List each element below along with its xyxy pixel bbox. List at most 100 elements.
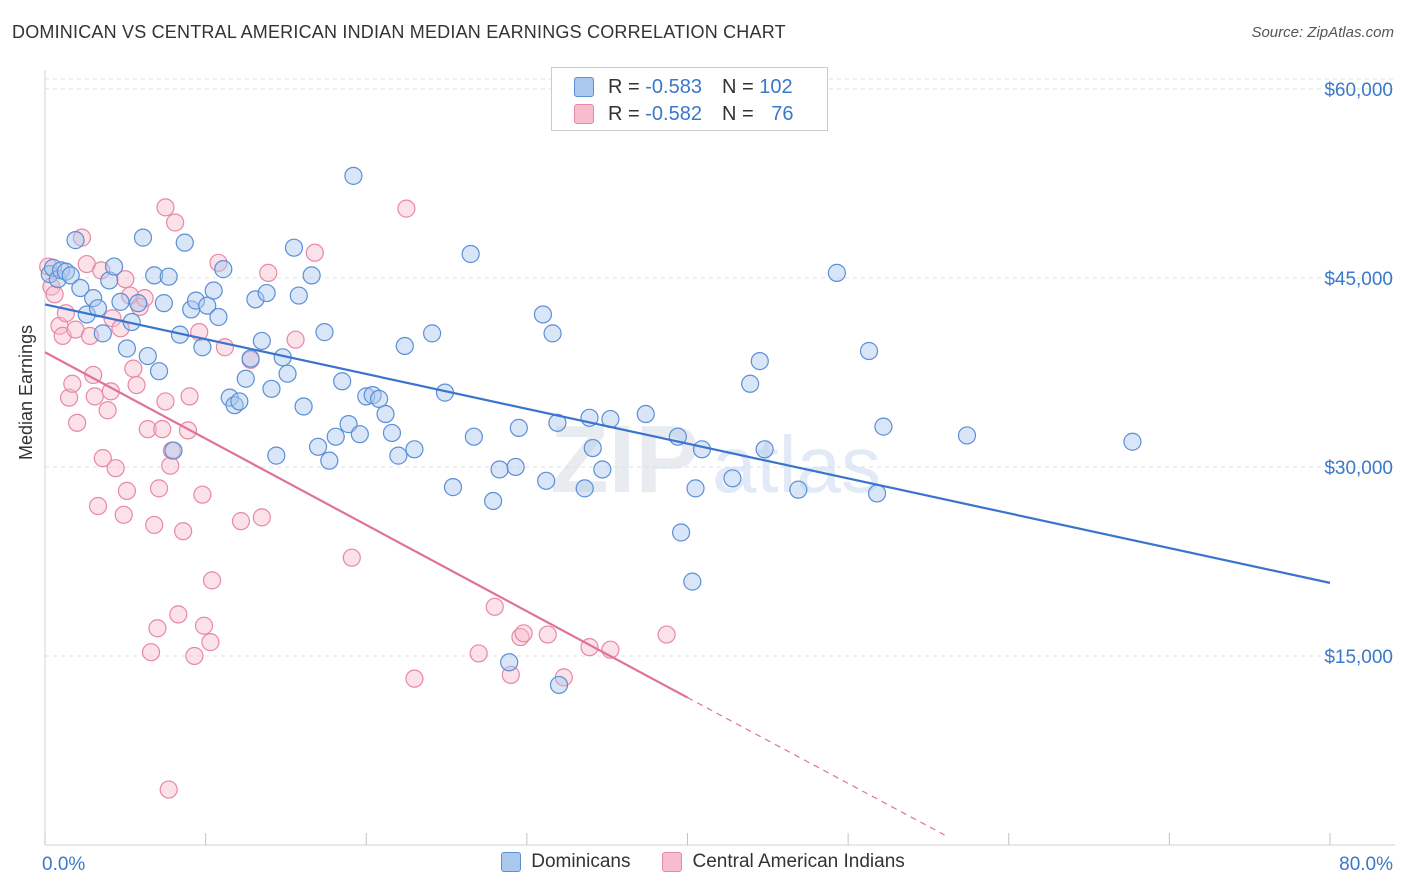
data-point-dominicans — [262, 379, 281, 398]
data-point-dominicans — [104, 257, 124, 276]
legend-r-label: R = — [608, 75, 646, 98]
y-tick-label: $60,000 — [1324, 80, 1393, 101]
data-point-central-american-indians — [201, 633, 220, 652]
data-point-dominicans — [294, 397, 313, 416]
source-label: Source: ZipAtlas.com — [1251, 24, 1394, 41]
data-point-central-american-indians — [305, 243, 324, 262]
data-point-dominicans — [686, 479, 705, 498]
trendline-extension-central-american-indians — [687, 697, 945, 836]
data-point-central-american-indians — [185, 646, 204, 666]
data-point-central-american-indians — [85, 387, 104, 406]
data-point-dominicans — [209, 307, 228, 327]
data-point-dominicans — [84, 288, 103, 308]
data-point-central-american-indians — [161, 456, 180, 475]
data-point-central-american-indians — [124, 359, 143, 378]
data-point-central-american-indians — [178, 421, 198, 440]
legend-swatch-blue — [574, 77, 594, 97]
legend-r-label: R = — [608, 102, 646, 125]
legend-n-value: 102 — [759, 75, 793, 98]
series-dominicans — [40, 166, 1142, 695]
legend-swatch-pink — [662, 852, 683, 872]
data-point-dominicans — [543, 324, 562, 343]
data-point-dominicans — [575, 479, 594, 498]
data-point-central-american-indians — [68, 413, 87, 432]
data-point-central-american-indians — [114, 505, 133, 524]
data-point-dominicans — [133, 228, 153, 247]
data-point-dominicans — [302, 266, 321, 285]
data-point-central-american-indians — [657, 625, 676, 644]
data-point-dominicans — [957, 426, 977, 445]
data-point-dominicans — [671, 523, 691, 542]
data-point-dominicans — [464, 427, 483, 446]
data-point-dominicans — [867, 484, 887, 503]
data-point-dominicans — [376, 404, 395, 424]
axis-labels: $15,000 $30,000 $45,000 $60,000 0.0% 80.0% — [42, 80, 1393, 875]
data-point-central-american-indians — [194, 616, 214, 635]
chart-title: DOMINICAN VS CENTRAL AMERICAN INDIAN MED… — [12, 22, 786, 42]
data-point-dominicans — [236, 369, 255, 388]
data-point-dominicans — [636, 404, 655, 424]
data-point-central-american-indians — [156, 198, 175, 217]
data-point-dominicans — [339, 415, 358, 434]
x-tick-label: 0.0% — [42, 854, 85, 875]
correlation-legend: R = -0.583 N = 102 R = -0.582 N = 76 — [551, 67, 828, 131]
data-point-dominicans — [164, 441, 183, 460]
axes — [44, 70, 1395, 846]
y-axis-label: Median Earnings — [16, 324, 36, 460]
data-point-dominicans — [389, 446, 408, 465]
data-point-central-american-indians — [538, 625, 557, 644]
legend-label-central-american-indians: Central American Indians — [692, 851, 905, 872]
data-point-central-american-indians — [145, 515, 164, 535]
data-point-central-american-indians — [45, 285, 64, 304]
legend-row-dominicans: R = -0.583 N = 102 — [574, 75, 793, 99]
data-point-central-american-indians — [202, 571, 222, 590]
data-point-dominicans — [193, 338, 212, 357]
data-point-dominicans — [382, 423, 402, 443]
data-point-dominicans — [333, 372, 352, 391]
legend-row-central-american-indians: R = -0.582 N = 76 — [574, 102, 793, 126]
data-point-central-american-indians — [138, 420, 157, 439]
data-point-dominicans — [204, 281, 223, 300]
watermark-atlas: atlas — [712, 420, 881, 509]
legend-r-value: -0.582 — [645, 102, 702, 125]
legend-swatch-blue — [501, 852, 522, 872]
data-point-dominicans — [246, 290, 265, 309]
data-point-dominicans — [490, 460, 509, 479]
data-point-dominicans — [159, 267, 178, 286]
data-point-dominicans — [789, 480, 808, 499]
legend-swatch-pink — [574, 104, 594, 124]
data-point-central-american-indians — [148, 619, 167, 638]
data-point-dominicans — [61, 266, 80, 285]
data-point-dominicans — [344, 166, 363, 185]
data-point-dominicans — [284, 238, 304, 257]
data-point-dominicans — [723, 469, 742, 488]
data-point-central-american-indians — [231, 512, 251, 531]
data-point-dominicans — [315, 323, 334, 342]
data-point-dominicans — [214, 260, 233, 279]
data-point-central-american-indians — [397, 199, 416, 218]
data-point-dominicans — [506, 457, 525, 477]
data-point-dominicans — [154, 294, 173, 313]
data-point-dominicans — [149, 362, 169, 381]
data-point-dominicans — [370, 389, 389, 409]
data-point-dominicans — [755, 440, 774, 459]
data-point-central-american-indians — [252, 508, 271, 527]
data-point-dominicans — [859, 341, 879, 361]
legend-item-central-american-indians: Central American Indians — [662, 851, 905, 873]
legend-n-label: N = — [721, 75, 760, 98]
trendline-dominicans — [44, 303, 1331, 584]
data-point-central-american-indians — [174, 522, 193, 541]
data-point-dominicans — [267, 446, 286, 465]
data-point-central-american-indians — [127, 375, 146, 395]
data-point-dominicans — [350, 425, 369, 444]
data-point-central-american-indians — [106, 459, 125, 478]
data-point-central-american-indians — [63, 374, 82, 393]
data-point-dominicans — [175, 233, 194, 252]
data-point-dominicans — [533, 305, 553, 324]
data-point-dominicans — [100, 271, 119, 290]
y-tick-label: $30,000 — [1324, 458, 1393, 479]
data-point-central-american-indians — [59, 388, 79, 407]
x-tick-label: 80.0% — [1339, 854, 1393, 875]
data-point-central-american-indians — [193, 485, 212, 504]
